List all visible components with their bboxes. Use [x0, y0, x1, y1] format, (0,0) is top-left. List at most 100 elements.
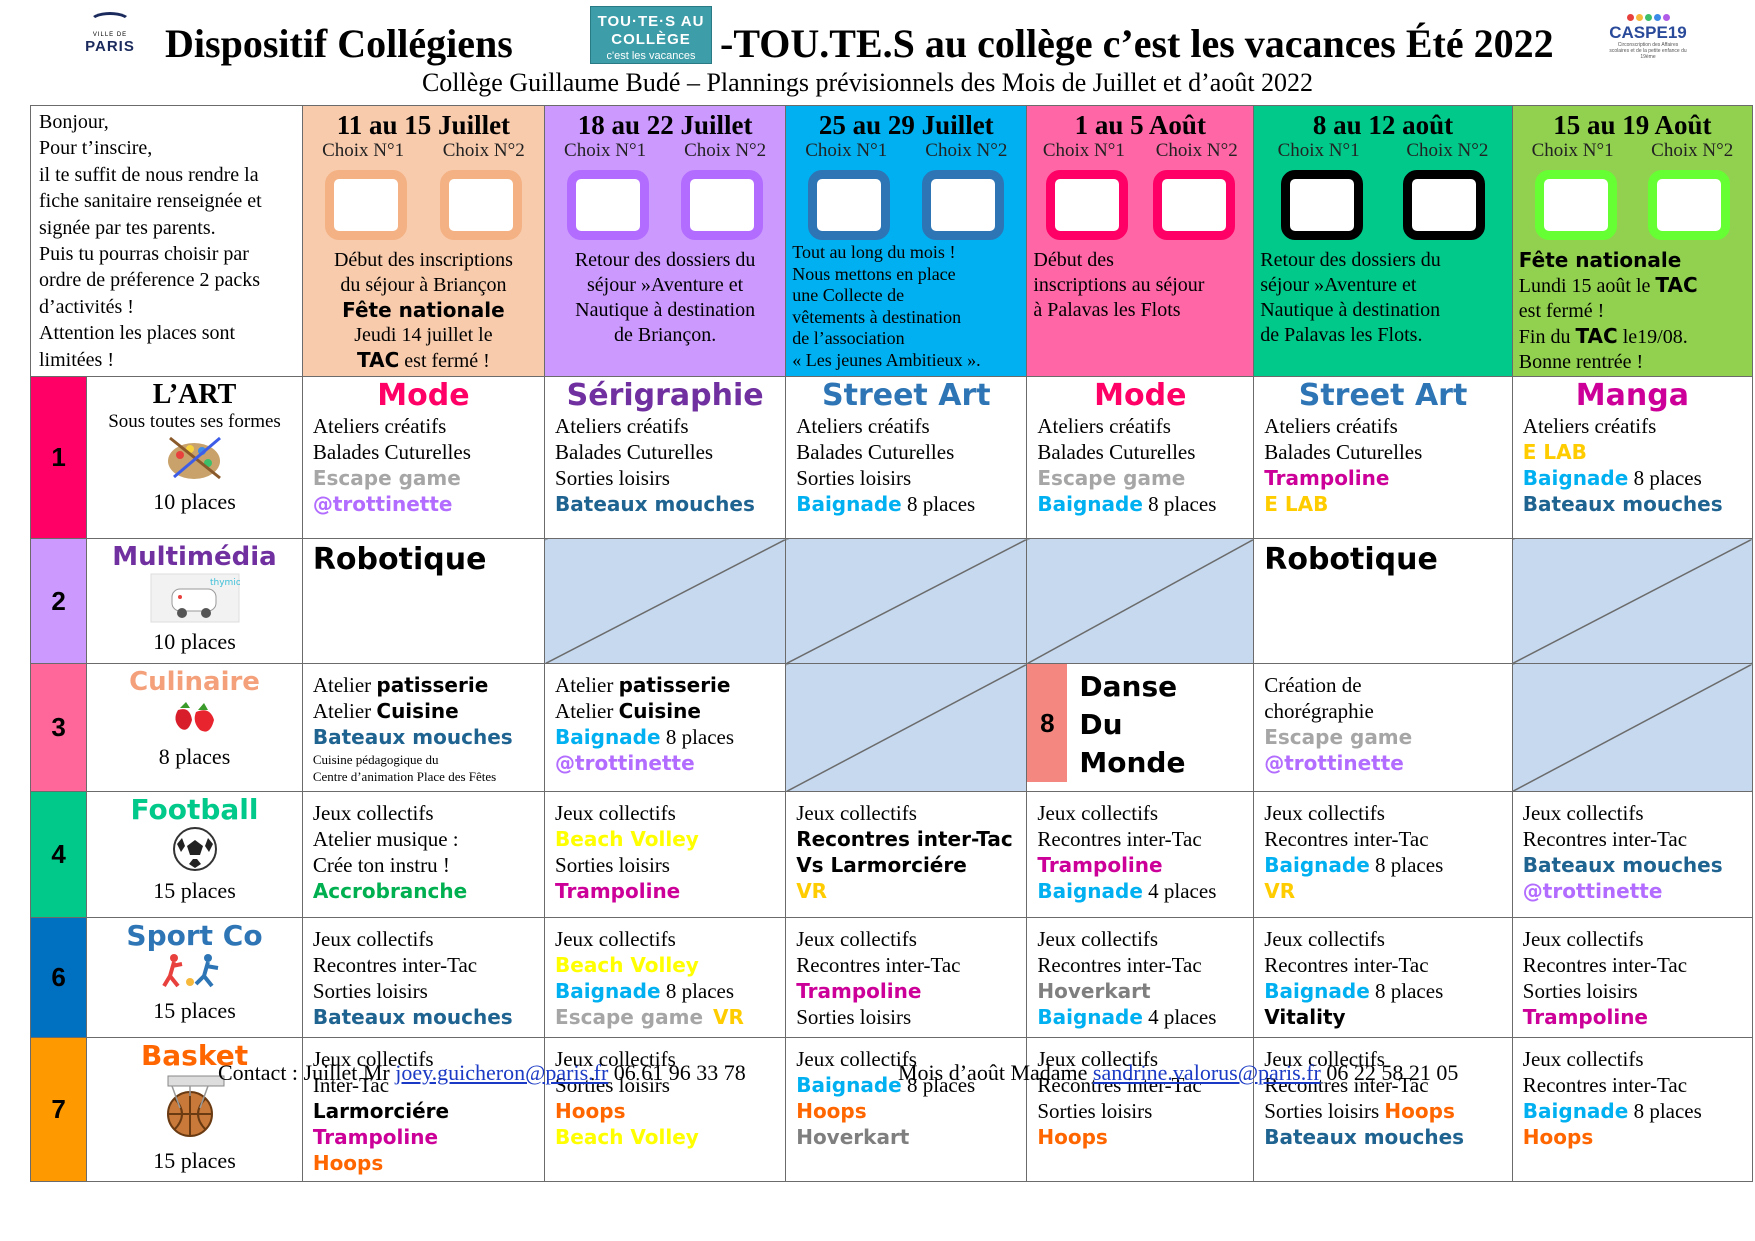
choice-2-checkbox[interactable]: [1648, 170, 1731, 240]
phone-august: 06 22 58 21 05: [1320, 1060, 1459, 1085]
activity-line: Crée ton instru !: [313, 852, 534, 878]
activity-item: Baignade: [1264, 853, 1370, 878]
danse-cell: 8 Danse Du Monde: [1026, 663, 1255, 793]
activity-line: Recontres inter-Tac: [1523, 826, 1742, 852]
activity-line: Jeux collectifs: [796, 1046, 1016, 1072]
activity-item: Recontres inter-Tac: [1264, 1073, 1429, 1098]
activity-item: Baignade: [796, 492, 902, 517]
choice-boxes: [309, 170, 538, 240]
week-title: 11 au 15 Juillet: [336, 110, 511, 140]
choice-2-checkbox[interactable]: [1403, 170, 1486, 240]
activity-item: Baignade: [1037, 879, 1143, 904]
activity-item: Recontres inter-Tac: [796, 953, 961, 978]
email-july-link[interactable]: joey.guicheron@paris.fr: [395, 1060, 609, 1085]
places-suffix: 4 places: [1142, 1005, 1217, 1030]
week-note: Début des inscriptions au séjour à Palavas…: [1028, 248, 1253, 323]
activity-row-7: 7 Basket 15 places Jeux collectifs Inter-Tac…: [29, 1037, 1754, 1183]
paris-logo-small: VILLE DE: [92, 32, 128, 38]
activity-line: Beach Volley: [555, 952, 775, 978]
activity-theme: Street Art: [1298, 378, 1468, 414]
activity-line: Trampoline: [555, 878, 775, 904]
choice-1-checkbox[interactable]: [808, 170, 891, 240]
activity-line: Trampoline: [313, 1124, 534, 1150]
activity-item: Escape game: [312, 466, 461, 491]
week-note-line: Retour des dossiers du: [574, 249, 756, 271]
activity-line: Baignade 8 places: [796, 1072, 1016, 1098]
choice-2-checkbox[interactable]: [439, 170, 522, 240]
activity-item: Jeux collectifs: [1522, 801, 1644, 826]
activity-line: Baignade 8 places: [1264, 978, 1502, 1004]
places-suffix: 8 places: [901, 1073, 976, 1098]
week-note: Tout au long du mois ! Nous mettons en pl…: [787, 242, 1026, 371]
choice-1-label: Choix N°1: [564, 140, 647, 161]
activity-item: Sorties loisirs: [312, 979, 428, 1004]
activity-item: Recontres inter-Tac: [1522, 827, 1688, 852]
week-note-line: Jeudi 14 juillet le: [354, 324, 493, 346]
activity-item: Jeux collectifs: [796, 1047, 917, 1072]
activity-item: Bateaux mouches: [312, 725, 513, 750]
activity-item: Recontres inter-Tac: [1264, 953, 1429, 978]
choice-labels: Choix N°1 Choix N°2: [1028, 140, 1253, 162]
activity-item: Jeux collectifs: [312, 927, 434, 952]
activity-row-6: 6 Sport Co 15 places Jeux collectifs Recontr…: [29, 917, 1754, 1039]
activity-item: @trottinette: [1264, 751, 1404, 776]
activity-item: Balades Cuturelles: [796, 440, 955, 465]
palette-icon: [88, 433, 302, 489]
activity-item: Bateaux mouches: [1522, 492, 1723, 517]
choice-2-checkbox[interactable]: [1152, 170, 1235, 240]
choice-1-label: Choix N°1: [1531, 140, 1614, 161]
activity-line: Accrobranche: [313, 878, 534, 904]
week-note: Retour des dossiers du séjour »Aventure e…: [546, 248, 785, 348]
choice-1-checkbox[interactable]: [1534, 170, 1617, 240]
activity-line: Jeux collectifs: [555, 800, 775, 826]
choice-1-checkbox[interactable]: [325, 170, 408, 240]
activity-theme: Mode: [1094, 378, 1187, 414]
week-note-bold: Fête nationale: [342, 298, 505, 322]
activity-item: Recontres inter-Tac: [1037, 1073, 1202, 1098]
week-header: 25 au 29 Juillet Choix N°1 Choix N°2 Tout a…: [785, 104, 1028, 378]
activity-line: @trottinette: [1523, 878, 1742, 904]
activity-line: Jeux collectifs: [1523, 1046, 1742, 1072]
choice-2-checkbox[interactable]: [681, 170, 764, 240]
activity-item: Hoops: [1522, 1125, 1594, 1150]
activity-line: Baignade 4 places: [1037, 878, 1243, 904]
activity-cell: Jeux collectifs Atelier musique : Crée ton…: [301, 791, 546, 919]
activity-item: Beach Volley: [555, 827, 699, 852]
activity-item: Hoops: [312, 1151, 384, 1176]
week-note-line: Retour des dossiers du: [1260, 249, 1441, 271]
places-suffix: 8 places: [901, 492, 976, 517]
activity-line: Escape game: [1264, 724, 1502, 750]
activity-item: Crée ton instru !: [312, 853, 450, 878]
activity-line: Baignade 8 places: [1523, 465, 1742, 491]
activity-item: Hoops: [1384, 1099, 1455, 1124]
danse-title: Danse Du Monde: [1067, 665, 1252, 783]
choice-2-label: Choix N°2: [684, 140, 767, 161]
activity-item: Baignade: [555, 725, 661, 750]
danse-word: Du: [1079, 708, 1123, 742]
email-august-link[interactable]: sandrine.valorus@paris.fr: [1092, 1060, 1321, 1085]
activity-cell: Atelier patisserie Atelier Cuisine Baignad…: [544, 663, 787, 793]
tag-logo-top: TOU·TE·S AU COLLÈGE: [597, 13, 705, 48]
choice-1-checkbox[interactable]: [567, 170, 650, 240]
activity-item: Atelier: [555, 699, 619, 724]
choice-1-checkbox[interactable]: [1280, 170, 1363, 240]
activity-item: Création de: [1264, 673, 1362, 698]
soccer-ball-icon: [88, 826, 302, 878]
activity-cell: Jeux collectifs Recontres inter-Tac Sortie…: [301, 917, 546, 1039]
intro-line: signée par tes parents.: [39, 216, 216, 239]
activity-line: Jeux collectifs: [313, 926, 534, 952]
activity-item: Trampoline: [1037, 853, 1163, 878]
activity-name: Football: [130, 793, 259, 827]
choice-1-checkbox[interactable]: [1045, 170, 1128, 240]
activity-cell: Atelier patisserie Atelier Cuisine Bateaux…: [301, 663, 546, 793]
activity-line: Jeux collectifs: [1037, 1046, 1243, 1072]
activity-line: Sorties loisirs: [796, 1004, 1016, 1030]
contact-label: Contact : Juillet Mr: [218, 1060, 396, 1085]
activity-item: Vs Larmorciére: [796, 853, 967, 878]
activity-theme: Robotique: [312, 542, 487, 578]
activity-item: Beach Volley: [555, 1125, 699, 1150]
activity-item: Accrobranche: [312, 879, 468, 904]
activity-name: Sport Co: [126, 919, 263, 953]
choice-2-checkbox[interactable]: [922, 170, 1005, 240]
activity-item: Sorties loisirs: [555, 853, 670, 878]
